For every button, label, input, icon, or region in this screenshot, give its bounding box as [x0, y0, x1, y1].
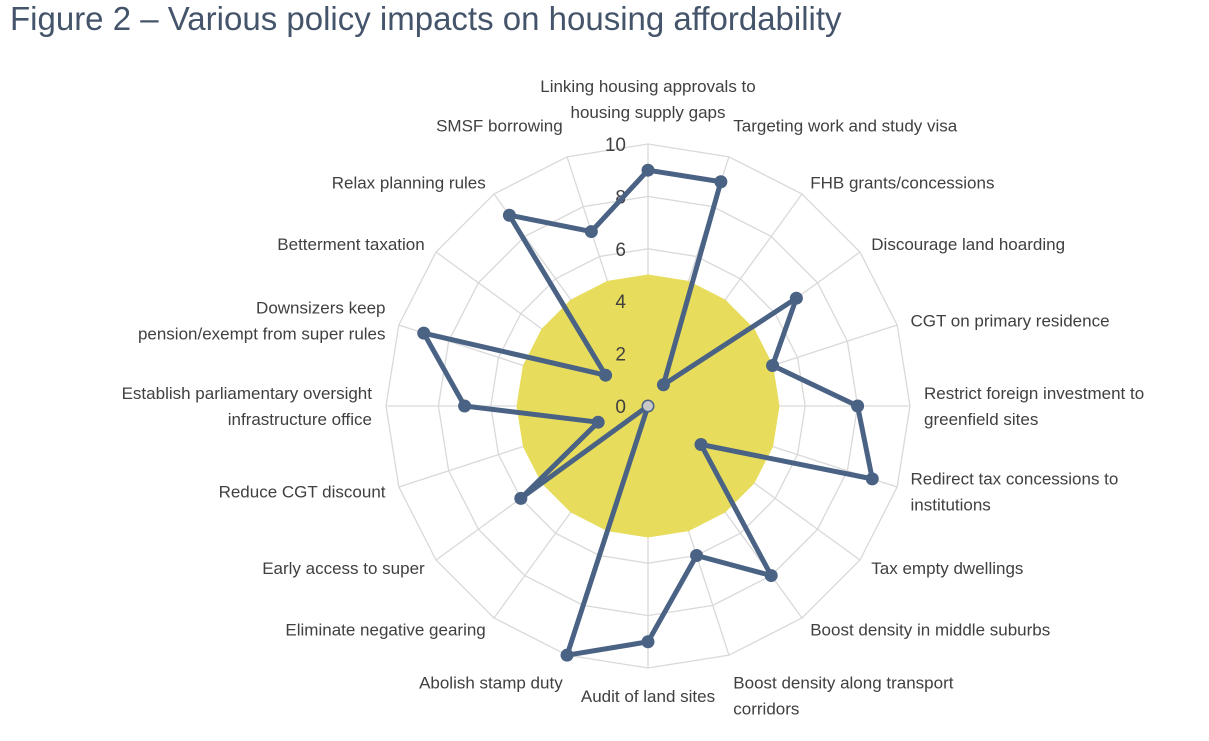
category-label: Targeting work and study visa: [733, 117, 957, 136]
category-labels: Linking housing approvals to housing supp…: [122, 77, 1145, 718]
category-label: CGT on primary residence: [910, 312, 1109, 331]
category-label: SMSF borrowing: [436, 117, 563, 136]
radial-tick-label: 6: [615, 240, 626, 261]
data-point: [514, 491, 528, 505]
category-label: FHB grants/concessions: [810, 174, 994, 193]
category-label: Redirect tax concessions to institutions: [910, 469, 1118, 514]
data-point: [789, 291, 803, 305]
data-point: [417, 326, 431, 340]
data-point: [560, 648, 574, 662]
category-label: Abolish stamp duty: [419, 673, 563, 692]
center-point: [643, 401, 653, 411]
figure-title: Figure 2 – Various policy impacts on hou…: [10, 0, 842, 37]
data-point: [584, 225, 598, 239]
category-label: Discourage land hoarding: [871, 235, 1065, 254]
data-point: [714, 175, 728, 189]
data-point: [599, 368, 613, 382]
category-label: Tax empty dwellings: [871, 559, 1023, 578]
category-label: Downsizers keep pension/exempt from super…: [138, 299, 386, 344]
data-point: [502, 208, 516, 222]
series-line-layer: [417, 163, 879, 662]
data-point: [865, 472, 879, 486]
data-point: [690, 549, 704, 563]
data-point: [641, 163, 655, 177]
category-label: Linking housing approvals to housing supp…: [540, 77, 755, 122]
category-label: Boost density in middle suburbs: [810, 620, 1050, 639]
category-label: Audit of land sites: [581, 687, 715, 706]
category-label: Eliminate negative gearing: [285, 620, 485, 639]
data-point: [641, 635, 655, 649]
radial-tick-label: 0: [615, 397, 626, 418]
data-point: [591, 415, 605, 429]
data-point: [694, 437, 708, 451]
category-label: Restrict foreign investment to greenfield…: [924, 384, 1144, 429]
data-point: [851, 399, 865, 413]
radial-tick-label: 2: [615, 345, 626, 366]
radial-tick-label: 4: [615, 292, 626, 313]
category-label: Reduce CGT discount: [219, 482, 386, 501]
data-point: [458, 399, 472, 413]
data-point: [764, 569, 778, 583]
category-label: Relax planning rules: [332, 174, 486, 193]
category-label: Boost density along transport corridors: [733, 673, 953, 718]
category-label: Early access to super: [262, 559, 425, 578]
category-label: Betterment taxation: [277, 235, 424, 254]
data-point: [766, 359, 780, 373]
category-label: Establish parliamentary oversight infrast…: [122, 384, 373, 429]
radial-tick-label: 10: [605, 135, 626, 156]
data-point: [656, 378, 670, 392]
